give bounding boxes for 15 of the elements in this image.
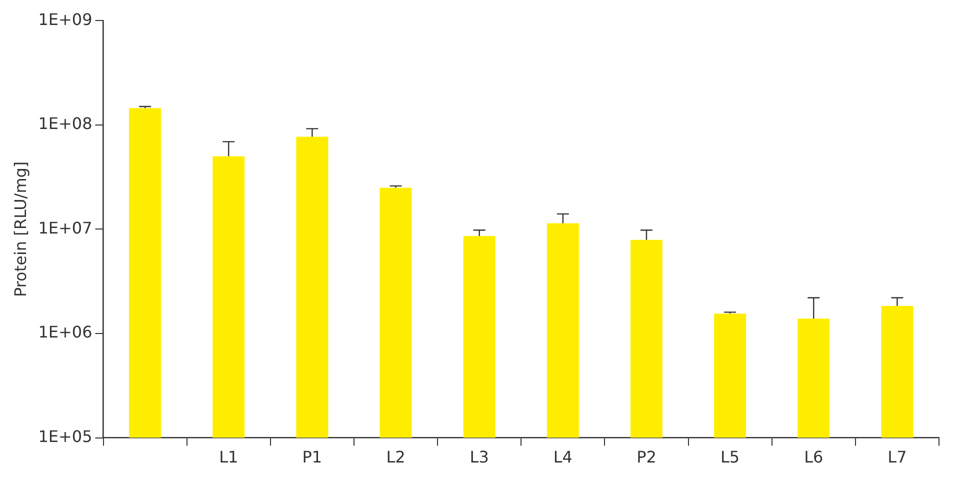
x-tick-label: L1 (219, 448, 238, 467)
x-tick-label: P2 (636, 448, 656, 467)
x-tick-label: L6 (804, 448, 824, 467)
x-tick-label: L5 (720, 448, 740, 467)
y-axis-title: Protein [RLU/mg] (10, 161, 30, 298)
x-tick-label: L3 (470, 448, 489, 467)
y-tick-label: 1E+09 (38, 10, 92, 29)
y-tick-label: 1E+05 (38, 426, 92, 446)
x-tick-label: L2 (386, 448, 406, 467)
x-tick-label: L7 (888, 448, 907, 467)
x-tick-label: L4 (553, 448, 572, 467)
y-tick-label: 1E+07 (38, 218, 92, 238)
y-tick-label: 1E+08 (38, 114, 92, 134)
x-tick-label: P1 (302, 448, 322, 467)
y-tick-label: 1E+06 (38, 322, 92, 342)
